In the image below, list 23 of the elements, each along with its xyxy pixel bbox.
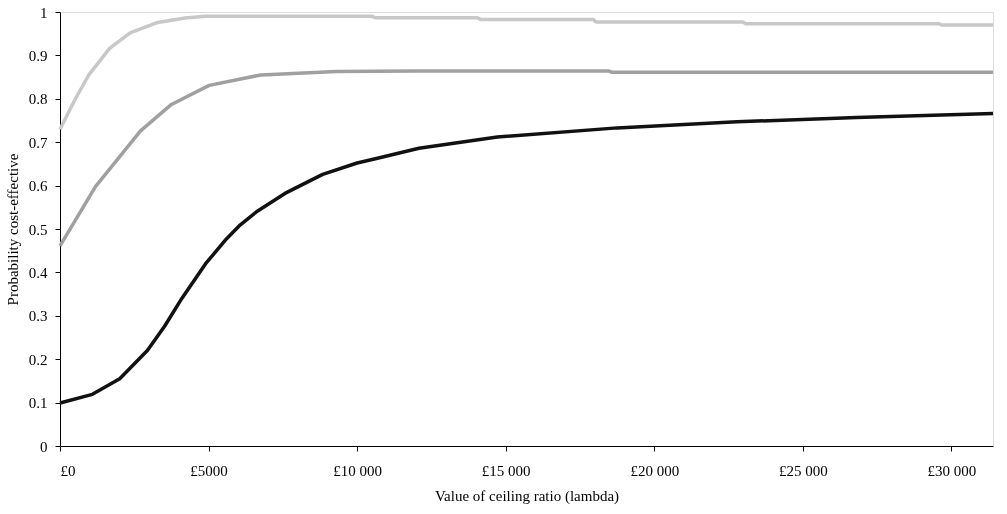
x-tick-label: £30 000 [927, 462, 977, 479]
y-tick-label: 0.9 [28, 47, 48, 64]
x-tick-label: £5000 [190, 462, 228, 479]
x-tick-label: £25 000 [778, 462, 828, 479]
line-series [58, 69, 995, 248]
x-axis-title: Value of ceiling ratio (lambda) [434, 487, 620, 505]
y-tick-label: 0.7 [28, 134, 48, 151]
x-tick-label: £10 000 [333, 462, 383, 479]
y-axis-title: Probability cost-effective [4, 153, 21, 306]
x-tick-label: £15 000 [481, 462, 531, 479]
y-tick-label: 0.6 [28, 178, 48, 195]
x-tick-label: £0 [60, 462, 76, 479]
y-tick-label: 0.3 [28, 308, 48, 325]
y-tick-label: 0.5 [28, 221, 48, 238]
y-tick-label: 0 [40, 438, 48, 455]
y-tick-label: 0.8 [28, 91, 48, 108]
y-tick-label: 0.2 [28, 351, 48, 368]
y-tick-label: 0.1 [28, 395, 48, 412]
line-series [58, 14, 995, 131]
y-tick-label: 0.4 [28, 264, 48, 281]
y-tick-label: 1 [40, 4, 48, 21]
x-tick-label: £20 000 [630, 462, 680, 479]
line-series [58, 111, 995, 405]
